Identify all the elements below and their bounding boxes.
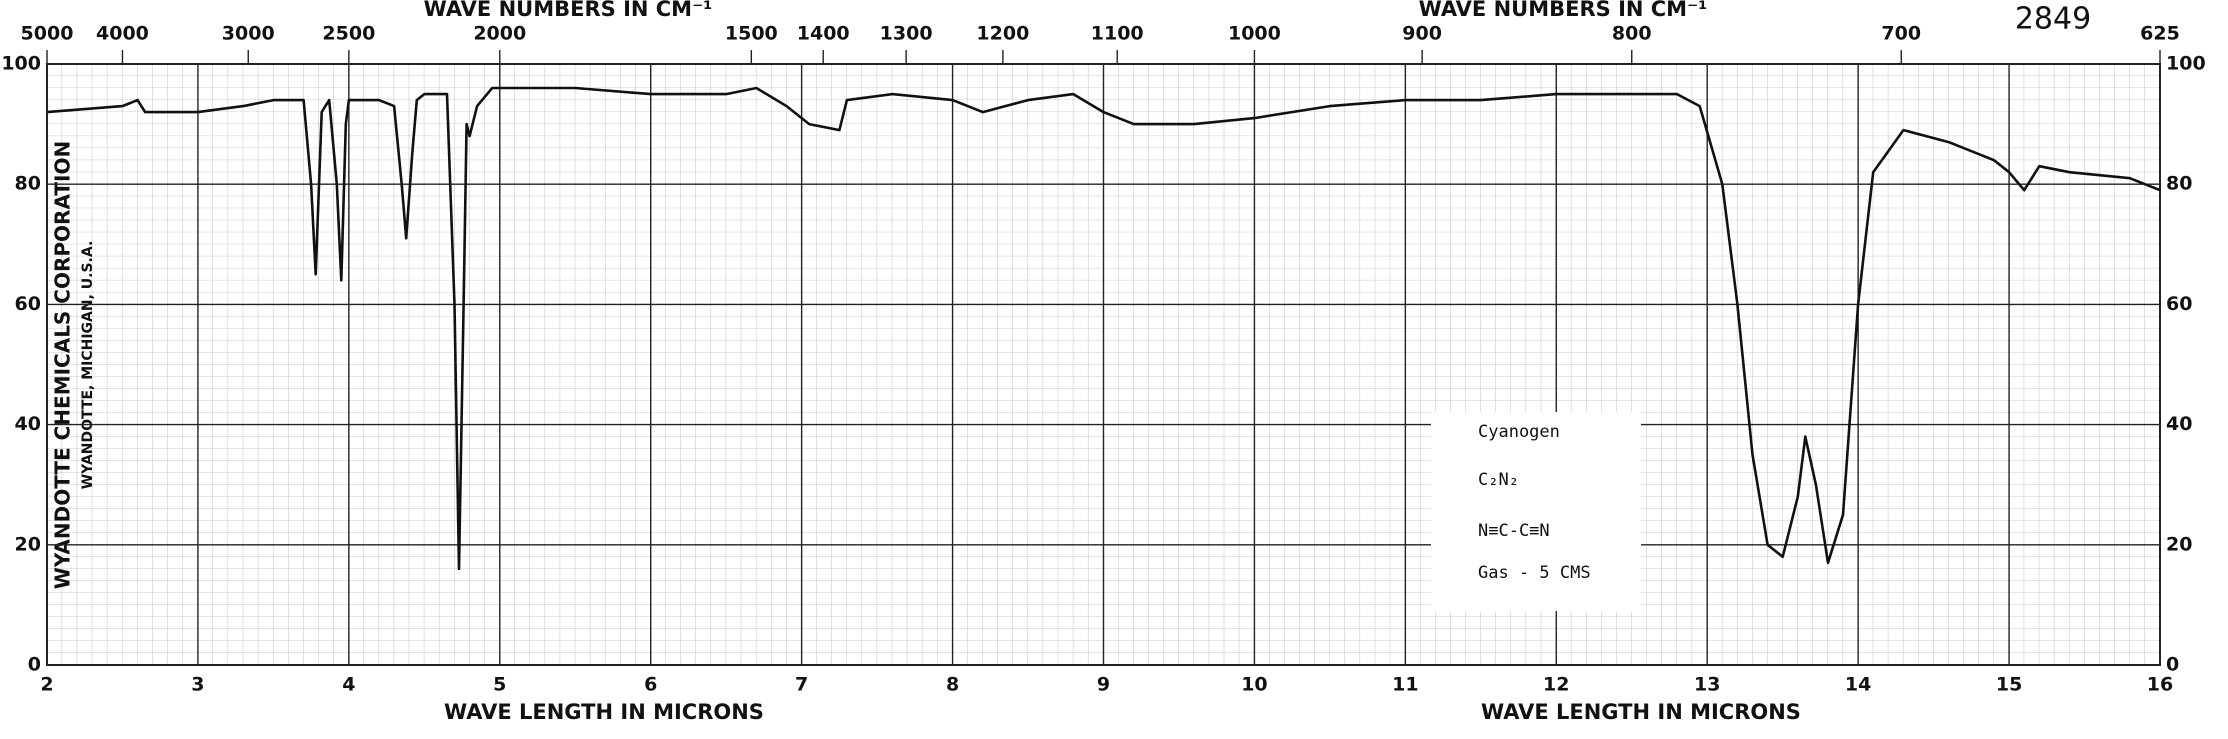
x2-tick-label: 4000	[96, 23, 149, 45]
y-tick-label: 20	[2166, 533, 2192, 555]
x2-tick-label: 625	[2140, 23, 2180, 45]
spectrum-line	[46, 86, 2161, 571]
y-tick-label: 80	[2166, 173, 2192, 195]
x2-tick-label: 5000	[21, 23, 74, 45]
annotation: N≡C-C≡N	[1478, 521, 1550, 541]
y-tick-label: 40	[15, 413, 41, 435]
publisher: WYANDOTTE, MICHIGAN, U.S.A.	[80, 241, 96, 490]
x-tick-label: 13	[1694, 674, 1720, 696]
annotation: Cyanogen	[1478, 422, 1560, 442]
x2-tick-label: 2500	[322, 23, 375, 45]
x-tick-label: 4	[342, 674, 355, 696]
x2-tick-label: 3000	[222, 23, 275, 45]
x-tick-label: 14	[1845, 674, 1871, 696]
x-tick-label: 5	[493, 674, 506, 696]
y-tick-label: 100	[1, 53, 41, 75]
chart-number: 2849	[2015, 2, 2091, 37]
x2-tick-label: 2000	[473, 23, 526, 45]
x-tick-label: 3	[191, 674, 204, 696]
x-tick-label: 12	[1543, 674, 1569, 696]
annotation: C₂N₂	[1478, 470, 1519, 490]
x2-label: WAVE NUMBERS IN CM⁻¹	[424, 0, 713, 21]
y-tick-label: 60	[2166, 293, 2192, 315]
annotation: Gas - 5 CMS	[1478, 563, 1591, 583]
x-tick-label: 16	[2147, 674, 2173, 696]
y-tick-label: 100	[2166, 53, 2206, 75]
y-tick-label: 20	[15, 533, 41, 555]
x2-tick-label: 700	[1881, 23, 1921, 45]
x2-tick-label: 1500	[725, 23, 778, 45]
x2-label: WAVE NUMBERS IN CM⁻¹	[1419, 0, 1708, 21]
x-tick-label: 2	[40, 674, 53, 696]
y-tick-label: 80	[15, 173, 41, 195]
x2-tick-label: 800	[1612, 23, 1652, 45]
x-label: WAVE LENGTH IN MICRONS	[444, 700, 764, 724]
x-tick-label: 11	[1392, 674, 1418, 696]
x2-tick-label: 1200	[976, 23, 1029, 45]
y-tick-label: 0	[2166, 654, 2179, 676]
x-tick-label: 6	[644, 674, 657, 696]
y-tick-label: 0	[28, 654, 41, 676]
x-label: WAVE LENGTH IN MICRONS	[1481, 700, 1801, 724]
x-tick-label: 15	[1996, 674, 2022, 696]
y-tick-label: 40	[2166, 413, 2192, 435]
x-tick-label: 9	[1097, 674, 1110, 696]
x-tick-label: 8	[946, 674, 959, 696]
x-tick-label: 10	[1241, 674, 1267, 696]
publisher: WYANDOTTE CHEMICALS CORPORATION	[51, 141, 75, 589]
x-tick-label: 7	[795, 674, 808, 696]
y-tick-label: 60	[15, 293, 41, 315]
x2-tick-label: 900	[1402, 23, 1442, 45]
x2-tick-label: 1300	[880, 23, 933, 45]
x2-tick-label: 1000	[1228, 23, 1281, 45]
annotation-box	[1431, 412, 1641, 611]
x2-tick-label: 1100	[1091, 23, 1144, 45]
x2-tick-label: 1400	[797, 23, 850, 45]
